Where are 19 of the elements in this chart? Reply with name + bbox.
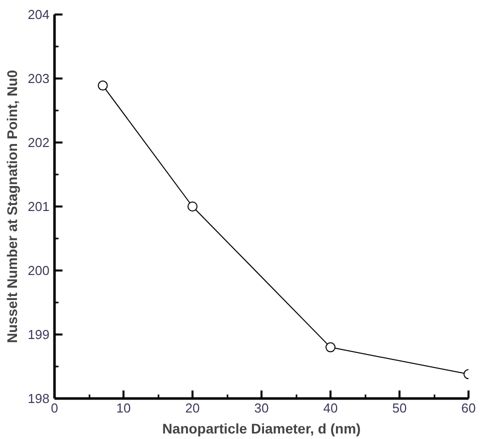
y-tick-label: 200 bbox=[28, 263, 50, 278]
x-axis-title: Nanoparticle Diameter, d (nm) bbox=[162, 420, 361, 436]
y-tick-label: 202 bbox=[28, 135, 50, 150]
point bbox=[98, 80, 108, 91]
x-tick-label: 10 bbox=[116, 400, 131, 416]
y-tick-label: 199 bbox=[28, 327, 50, 342]
x-tick-label: 60 bbox=[461, 400, 476, 416]
y-axis-title: Nusselt Number at Stagnation Point, Nu0 bbox=[4, 70, 20, 344]
y-tick-label: 204 bbox=[28, 7, 50, 22]
x-tick-label: 50 bbox=[392, 400, 407, 416]
x-tick-label: 20 bbox=[185, 400, 200, 416]
y-tick-label: 198 bbox=[28, 391, 50, 406]
x-tick-label: 0 bbox=[50, 400, 58, 416]
y-tick-label: 201 bbox=[28, 199, 50, 214]
x-tick-label: 40 bbox=[323, 400, 338, 416]
point bbox=[326, 342, 336, 352]
point bbox=[188, 202, 198, 212]
y-tick-label: 203 bbox=[28, 71, 50, 86]
x-tick-label: 30 bbox=[254, 400, 269, 416]
